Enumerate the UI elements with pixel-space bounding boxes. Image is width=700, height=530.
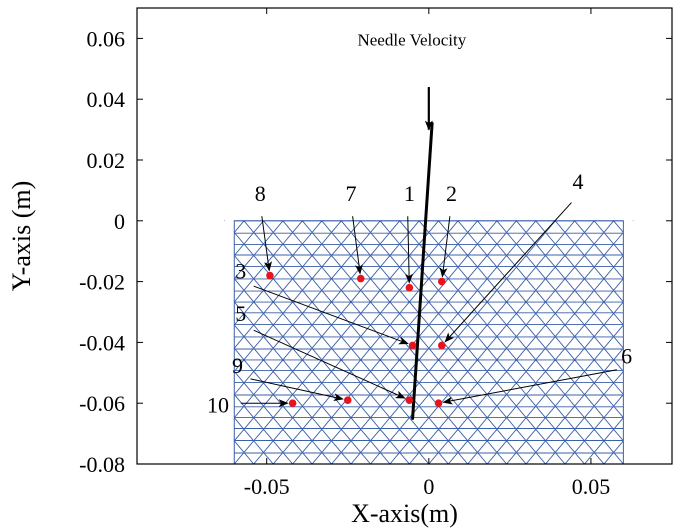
needle: Needle Velocity [357,30,467,420]
needle-path [411,122,434,420]
annotation-arrow [352,216,363,275]
point-label: 8 [255,181,266,206]
data-point-marker [356,274,365,283]
point-7: 7 [346,181,365,283]
annotation-arrow [442,369,617,405]
y-tick-label: -0.08 [79,452,125,477]
point-label: 6 [621,344,632,369]
mesh-mask-left [137,220,235,464]
data-point-marker [405,396,414,404]
x-tick-label: 0 [423,474,434,499]
data-points: 1 2 3 4 5 6 7 8 910 [207,169,632,417]
needle-velocity-label: Needle Velocity [357,30,466,49]
point-label: 2 [446,181,457,206]
point-9: 9 [232,353,352,404]
data-point-marker [437,341,446,350]
mesh-grid [137,220,672,464]
point-4: 4 [437,169,583,350]
point-1: 1 [404,181,415,292]
point-label: 4 [572,169,583,194]
annotation-arrow [405,216,414,284]
point-label: 10 [207,392,229,417]
point-label: 9 [232,353,243,378]
y-tick-label: 0 [114,209,125,234]
y-tick-label: 0.06 [87,26,126,51]
x-axis-label: X-axis(m) [351,499,458,528]
y-tick-label: -0.02 [79,270,125,295]
point-5: 5 [235,301,414,404]
data-point-marker [288,399,297,408]
point-label: 5 [235,301,246,326]
axis-ticks: -0.05 0 0.05 0.06 0.04 0.02 0 -0.02 -0.04 -0.06 -0… [79,8,672,499]
point-label: 7 [346,181,357,206]
point-3: 3 [235,259,417,350]
x-tick-label: 0.05 [572,474,611,499]
data-point-marker [343,396,352,404]
point-8: 8 [255,181,274,280]
annotation-arrow [250,378,344,402]
data-point-marker [266,271,274,280]
data-point-marker [437,277,446,286]
annotation-arrow [253,329,406,399]
y-axis-label: Y-axis (m) [7,181,36,291]
annotation-arrow [444,202,572,343]
y-tick-label: -0.04 [79,330,125,355]
annotation-arrow [261,216,273,272]
point-label: 1 [404,181,415,206]
y-tick-label: 0.04 [87,87,126,112]
data-point-marker [405,283,414,292]
mesh-border [233,220,624,464]
data-point-marker [408,341,417,350]
data-point-marker [434,399,443,408]
point-2: 2 [437,181,457,286]
y-tick-label: -0.06 [79,391,125,416]
plot-frame [136,7,673,465]
mesh-mask-right [623,220,672,464]
annotation-arrow [439,216,451,278]
annotation-arrow [253,285,409,345]
x-tick-label: -0.05 [244,474,290,499]
point-10: 10 [207,392,297,417]
point-label: 3 [235,259,246,284]
plot-border [136,7,673,465]
y-tick-label: 0.02 [87,148,126,173]
point-6: 6 [434,344,632,408]
